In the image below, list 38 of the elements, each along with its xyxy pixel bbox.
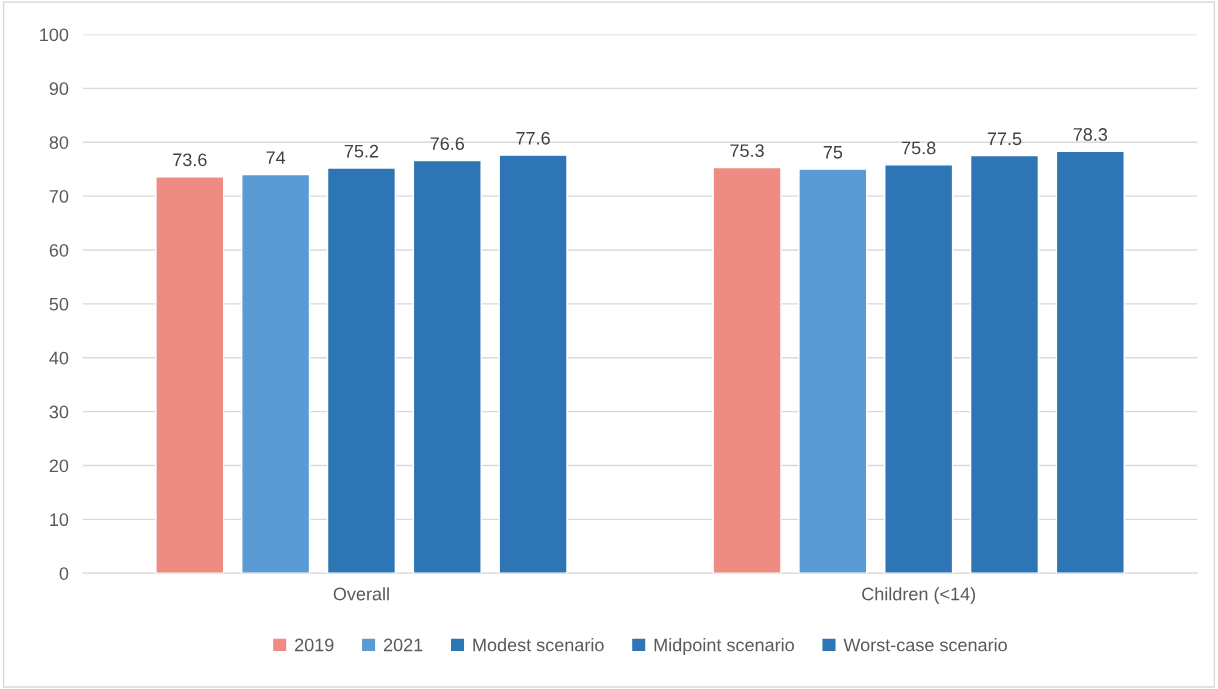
y-tick-label: 60 xyxy=(49,243,69,257)
data-label: 76.6 xyxy=(430,137,465,151)
legend-label: Midpoint scenario xyxy=(654,638,794,655)
data-label: 75 xyxy=(823,146,843,159)
bar xyxy=(884,164,954,574)
legend-label: 2019 xyxy=(295,638,334,652)
legend-label: Modest scenario xyxy=(473,638,604,652)
bar xyxy=(1055,150,1125,574)
y-tick-label: 90 xyxy=(49,82,69,96)
x-tick-label: Overall xyxy=(333,587,389,601)
bar xyxy=(326,167,397,574)
y-tick-label: 30 xyxy=(49,405,69,419)
data-label: 73.6 xyxy=(173,153,207,167)
bar xyxy=(969,154,1040,574)
y-tick-label: 0 xyxy=(59,567,69,580)
bar xyxy=(498,154,568,574)
data-label: 77.6 xyxy=(516,131,550,145)
legend-label: Worst-case scenario xyxy=(843,638,1007,652)
bar xyxy=(155,175,225,574)
y-tick-label: 100 xyxy=(40,28,69,42)
bar xyxy=(798,168,868,574)
y-tick-label: 20 xyxy=(49,459,69,473)
bar xyxy=(241,173,311,574)
y-tick-label: 50 xyxy=(49,297,69,311)
data-label: 75.8 xyxy=(902,141,936,155)
y-tick-label: 10 xyxy=(50,513,69,527)
data-label: 75.3 xyxy=(730,144,764,158)
data-label: 78.3 xyxy=(1073,128,1108,141)
y-tick-label: 80 xyxy=(49,136,69,149)
bar xyxy=(712,166,782,574)
legend-label: 2021 xyxy=(383,638,423,652)
data-label: 74 xyxy=(266,151,286,164)
data-label: 75.2 xyxy=(344,144,379,158)
y-tick-label: 40 xyxy=(49,351,69,365)
data-label: 77.5 xyxy=(987,132,1022,146)
x-tick-label: Children (<14) xyxy=(862,587,976,604)
bar xyxy=(412,159,482,574)
y-tick-label: 70 xyxy=(49,190,69,203)
